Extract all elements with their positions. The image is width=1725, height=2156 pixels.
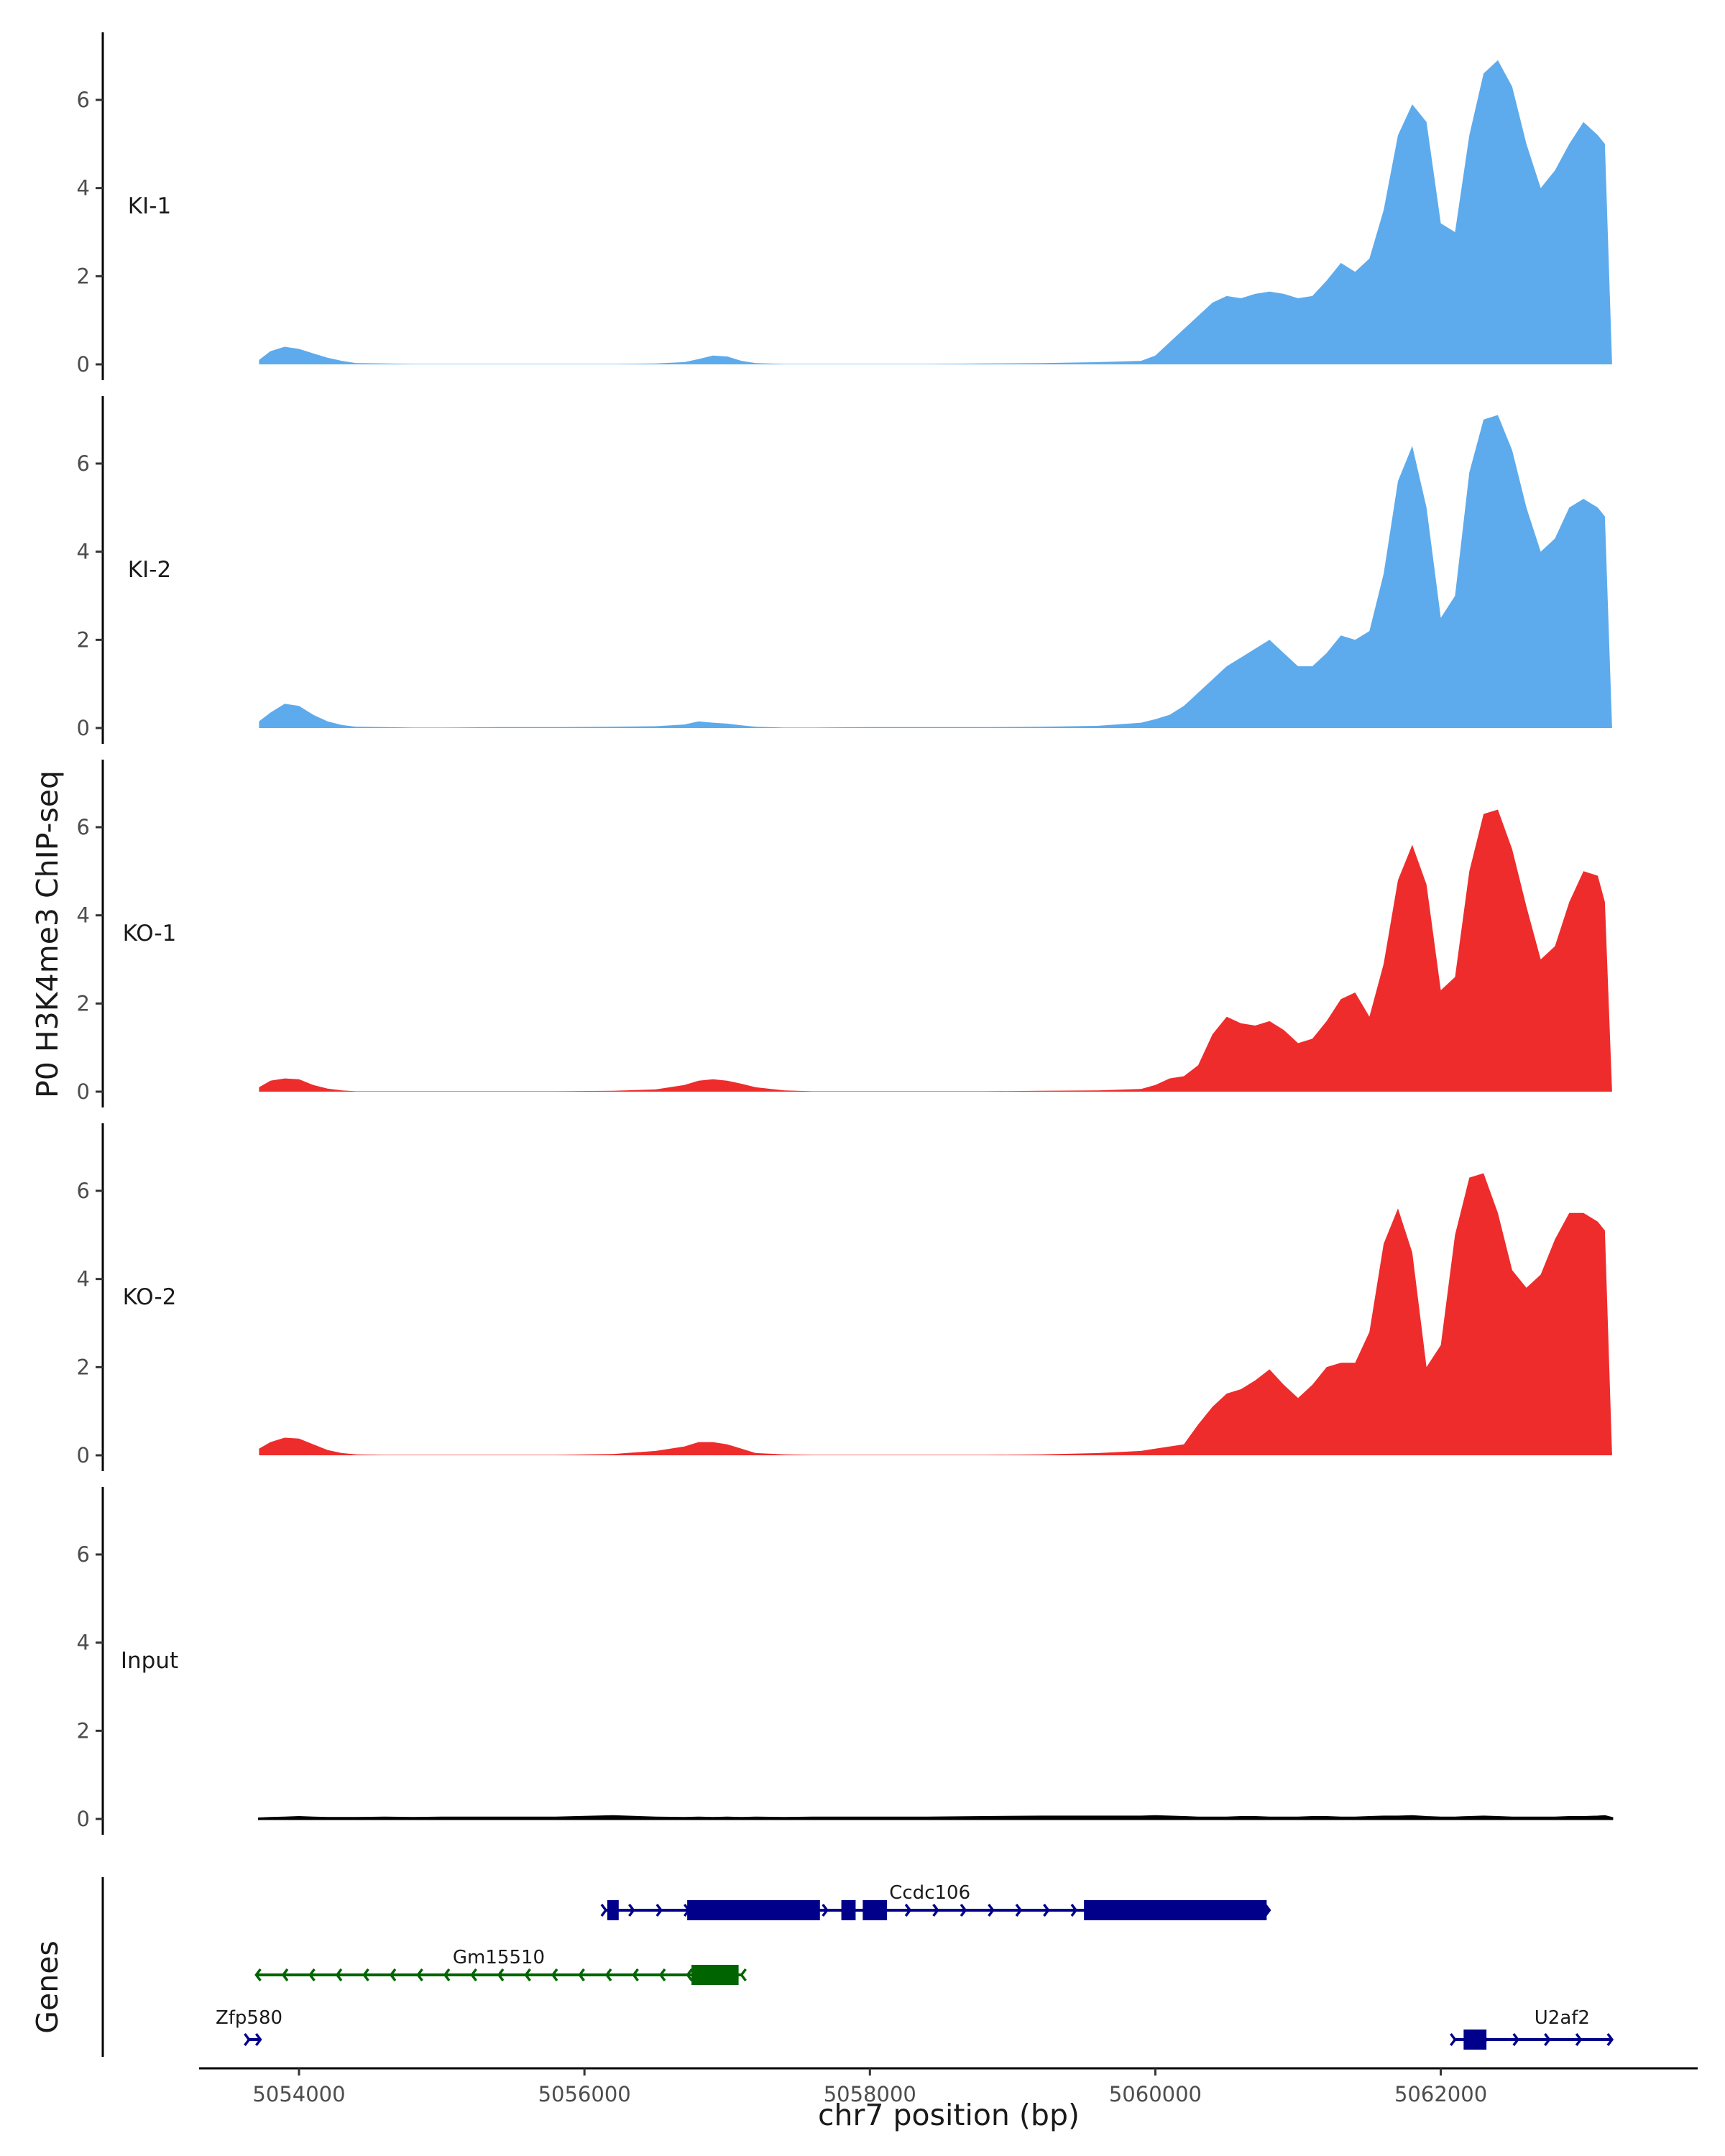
x-tick-label: 5060000 [1109, 2082, 1202, 2106]
y-tick-label: 0 [77, 1079, 90, 1104]
coverage-area-ki-1 [259, 60, 1612, 365]
coverage-area-ko-2 [259, 1173, 1612, 1455]
strand-arrow [904, 1903, 912, 1917]
track-ki-1: 0 2 4 6 KI-1 [77, 32, 1612, 380]
strand-arrow [254, 1968, 262, 1982]
y-tick-label: 0 [77, 1807, 90, 1831]
x-tick-label: 5062000 [1394, 2082, 1487, 2106]
gene-annotation-track: Ccdc106 Gm15510 Zfp580 U2af2 [101, 1877, 1614, 2057]
strand-arrow [281, 1968, 289, 1982]
y-tick-label: 4 [77, 903, 90, 928]
y-tick-label: 4 [77, 540, 90, 564]
strand-arrow [389, 1968, 397, 1982]
y-tick-label: 6 [77, 451, 90, 476]
track-label: KI-1 [128, 193, 171, 219]
strand-arrow [1544, 2032, 1551, 2047]
y-tick-label: 4 [77, 176, 90, 201]
y-tick-label: 2 [77, 991, 90, 1015]
strand-arrow [362, 1968, 369, 1982]
track-input: 0 2 4 6 Input [77, 1487, 1614, 1835]
x-axis: 5054000 5056000 5058000 5060000 5062000 [199, 2067, 1698, 2106]
gene-label: U2af2 [1535, 2007, 1590, 2029]
gene-exon [1463, 2030, 1487, 2050]
track-label: Input [121, 1648, 178, 1674]
y-tick-label: 6 [77, 88, 90, 112]
strand-arrow [988, 1903, 995, 1917]
track-ko-1: 0 2 4 6 KO-1 [77, 760, 1612, 1107]
gene-ccdc106: Ccdc106 [600, 1882, 1271, 1920]
track-label: KO-1 [123, 921, 177, 946]
strand-arrow [604, 1968, 612, 1982]
strand-arrow [497, 1968, 505, 1982]
coverage-area-ki-2 [259, 415, 1612, 728]
strand-arrow [551, 1968, 558, 1982]
y-tick-label: 4 [77, 1267, 90, 1291]
strand-arrow [443, 1968, 451, 1982]
gene-label: Ccdc106 [889, 1882, 970, 1904]
track-label: KO-2 [123, 1284, 177, 1310]
strand-arrow [1070, 1903, 1078, 1917]
gene-exon [687, 1900, 820, 1920]
track-ki-2: 0 2 4 6 KI-2 [77, 396, 1612, 744]
gene-u2af2: U2af2 [1450, 2007, 1614, 2050]
strand-arrow [1512, 2032, 1519, 2047]
strand-arrow [628, 1903, 635, 1917]
x-axis-title: chr7 position (bp) [818, 2098, 1080, 2132]
strand-arrow [308, 1968, 316, 1982]
gene-zfp580: Zfp580 [216, 2007, 282, 2047]
strand-arrow [658, 1968, 666, 1982]
y-tick-label: 2 [77, 264, 90, 288]
y-tick-label: 6 [77, 1179, 90, 1203]
gene-label: Gm15510 [453, 1947, 545, 1968]
coverage-tracks: 0 2 4 6 KI-1 0 2 4 6 KI-2 0 2 4 6 KO-1 0 2 4 6 KO-2 0 2 4 6 Inpu… [77, 32, 1614, 1835]
gene-exon [841, 1900, 856, 1920]
y-tick-label: 0 [77, 716, 90, 740]
y-tick-label: 0 [77, 1443, 90, 1468]
strand-arrow [1015, 1903, 1023, 1917]
strand-arrow [740, 1968, 747, 1982]
strand-arrow [600, 1903, 608, 1917]
strand-arrow [244, 2032, 251, 2047]
gene-exon [862, 1900, 888, 1920]
y-tick-label: 6 [77, 1542, 90, 1567]
y-tick-label: 2 [77, 1355, 90, 1379]
x-tick-label: 5054000 [252, 2082, 345, 2106]
gene-exon [1084, 1900, 1267, 1920]
strand-arrow [335, 1968, 343, 1982]
coverage-area-ko-1 [259, 809, 1612, 1092]
y-tick-label: 2 [77, 627, 90, 652]
strand-arrow [1043, 1903, 1050, 1917]
y-tick-label: 0 [77, 352, 90, 377]
strand-arrow [632, 1968, 639, 1982]
strand-arrow [254, 2032, 262, 2047]
strand-arrow [686, 1968, 693, 1982]
y-tick-label: 4 [77, 1631, 90, 1655]
strand-arrow [1606, 2032, 1614, 2047]
strand-arrow [932, 1903, 939, 1917]
gene-label: Zfp580 [216, 2007, 282, 2029]
gene-exon [607, 1900, 619, 1920]
strand-arrow [578, 1968, 585, 1982]
y-tick-label: 6 [77, 815, 90, 839]
strand-arrow [1575, 2032, 1583, 2047]
y-axis-title: P0 H3K4me3 ChIP-seq [30, 770, 65, 1098]
strand-arrow [822, 1903, 829, 1917]
strand-arrow [960, 1903, 967, 1917]
strand-arrow [416, 1968, 423, 1982]
genes-axis-title: Genes [30, 1940, 65, 2034]
track-ko-2: 0 2 4 6 KO-2 [77, 1123, 1612, 1471]
gene-gm15510: Gm15510 [254, 1947, 747, 1985]
y-tick-label: 2 [77, 1718, 90, 1743]
strand-arrow [656, 1903, 663, 1917]
strand-arrow [470, 1968, 477, 1982]
x-tick-label: 5056000 [538, 2082, 631, 2106]
strand-arrow [524, 1968, 531, 1982]
strand-arrow [1450, 2032, 1457, 2047]
gene-exon [691, 1965, 739, 1985]
x-tick-label: 5058000 [824, 2082, 916, 2106]
track-label: KI-2 [128, 557, 171, 583]
coverage-area-input [257, 1815, 1614, 1820]
